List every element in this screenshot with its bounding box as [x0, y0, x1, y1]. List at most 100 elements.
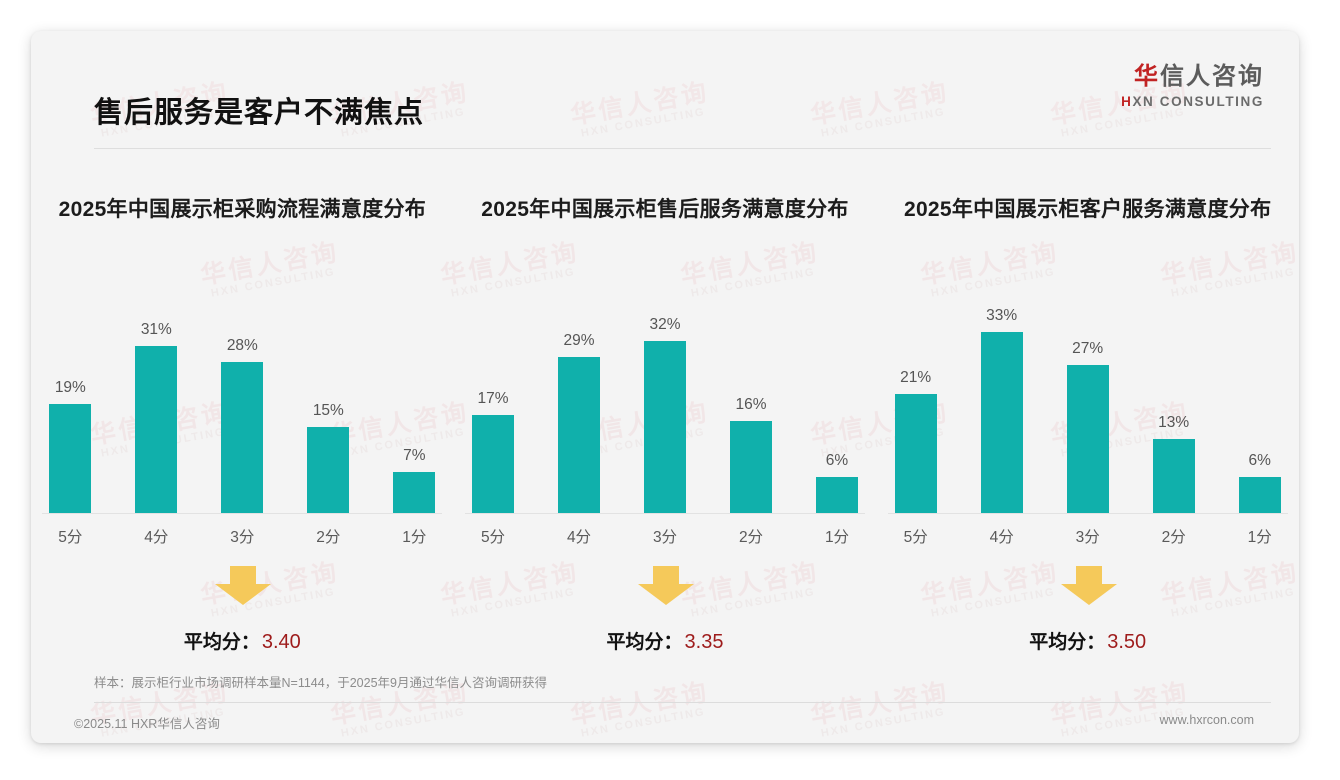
- category-label: 2分: [316, 529, 341, 546]
- bar-value-label: 6%: [1248, 452, 1271, 469]
- chart-panel-3: 2025年中国展示柜客户服务满意度分布 21% 33% 27%: [876, 176, 1299, 676]
- axis-baseline: [887, 513, 1288, 514]
- slide-canvas: 华信人咨询 HXN CONSULTING 华信人咨询 HXN CONSULTING 华信…: [31, 31, 1299, 743]
- chart-panel-2: 2025年中国展示柜售后服务满意度分布 17% 29% 32%: [454, 176, 877, 676]
- average-score-label: 平均分：: [183, 632, 260, 653]
- bar[interactable]: [49, 404, 92, 513]
- bar-group[interactable]: 31%: [135, 306, 178, 513]
- bar[interactable]: [816, 477, 858, 513]
- bar-value-label: 7%: [403, 447, 426, 464]
- brand-logo-cn-highlight: 华: [1134, 63, 1160, 90]
- category-label: 5分: [58, 529, 83, 546]
- average-score-text: 平均分： 3.35: [607, 627, 724, 654]
- brand-logo-en-rest: XN CONSULTING: [1132, 93, 1264, 109]
- bar-series: 17% 29% 32% 16%: [472, 306, 858, 513]
- brand-logo-en: HXN CONSULTING: [1121, 94, 1264, 109]
- bar[interactable]: [980, 332, 1023, 513]
- brand-logo-cn-rest: 信人咨询: [1160, 63, 1264, 90]
- bar-group[interactable]: 32%: [644, 306, 686, 513]
- category-label: 1分: [1247, 529, 1272, 546]
- category-label: 4分: [989, 529, 1014, 546]
- chart-title: 2025年中国展示柜采购流程满意度分布: [58, 198, 427, 221]
- bar[interactable]: [1152, 439, 1195, 513]
- category-label: 3分: [230, 529, 255, 546]
- bar-group[interactable]: 17%: [472, 306, 514, 513]
- bar[interactable]: [307, 427, 350, 513]
- bar[interactable]: [472, 415, 514, 513]
- average-callout: 平均分： 3.50: [876, 564, 1299, 654]
- down-arrow-icon: [215, 566, 272, 605]
- average-score-text: 平均分： 3.50: [1029, 627, 1146, 654]
- bar[interactable]: [1066, 365, 1109, 513]
- bar-value-label: 15%: [312, 402, 344, 419]
- category-label: 1分: [824, 529, 850, 546]
- axis-baseline: [42, 513, 443, 514]
- bar[interactable]: [644, 341, 686, 513]
- sample-footnote: 样本：展示柜行业市场调研样本量N=1144，于2025年9月通过华信人咨询调研获…: [94, 676, 547, 690]
- bar-group[interactable]: 29%: [558, 306, 600, 513]
- bar-group[interactable]: 6%: [816, 306, 858, 513]
- bar-series: 21% 33% 27% 13%: [894, 306, 1281, 513]
- bar-value-label: 17%: [477, 390, 509, 407]
- axis-baseline: [465, 513, 865, 514]
- bar[interactable]: [135, 346, 178, 513]
- bar-value-label: 21%: [900, 369, 932, 386]
- chart-title: 2025年中国展示柜客户服务满意度分布: [903, 198, 1272, 221]
- slide-header: 售后服务是客户不满焦点 华信人咨询 HXN CONSULTING: [31, 31, 1299, 149]
- bar[interactable]: [558, 357, 600, 513]
- average-score-value: 3.35: [684, 631, 724, 653]
- category-axis-labels: 5分 4分 3分 2分 1分: [49, 525, 435, 547]
- bar-group[interactable]: 13%: [1152, 306, 1195, 513]
- page-title: 售后服务是客户不满焦点: [94, 97, 425, 129]
- header-divider: [94, 148, 1271, 149]
- bar-group[interactable]: 7%: [393, 306, 436, 513]
- bar-group[interactable]: 15%: [307, 306, 350, 513]
- brand-logo-cn: 华信人咨询: [1121, 63, 1264, 91]
- copyright-text: ©2025.11 HXR华信人咨询: [74, 717, 220, 731]
- average-score-value: 3.50: [1107, 631, 1147, 653]
- category-label: 2分: [738, 529, 764, 546]
- bar-group[interactable]: 28%: [221, 306, 264, 513]
- bar-group[interactable]: 33%: [980, 306, 1023, 513]
- bar-group[interactable]: 6%: [1238, 306, 1281, 513]
- down-arrow-icon: [638, 566, 694, 605]
- category-label: 5分: [480, 529, 506, 546]
- category-label: 4分: [566, 529, 592, 546]
- bar-value-label: 33%: [986, 307, 1018, 324]
- bar[interactable]: [894, 394, 937, 513]
- bar[interactable]: [393, 472, 436, 513]
- bar-group[interactable]: 16%: [730, 306, 772, 513]
- average-callout: 平均分： 3.40: [31, 564, 454, 654]
- category-axis-labels: 5分 4分 3分 2分 1分: [895, 525, 1281, 547]
- category-axis-labels: 5分 4分 3分 2分 1分: [472, 525, 858, 547]
- bar[interactable]: [730, 421, 772, 513]
- category-label: 3分: [652, 529, 678, 546]
- chart-plot-area: 21% 33% 27% 13%: [876, 296, 1299, 551]
- bar[interactable]: [1238, 477, 1281, 513]
- bar-value-label: 27%: [1072, 340, 1104, 357]
- bar[interactable]: [221, 362, 264, 513]
- category-label: 3分: [1075, 529, 1100, 546]
- bar-series: 19% 31% 28% 15%: [49, 306, 436, 513]
- bar-value-label: 13%: [1158, 414, 1190, 431]
- website-url[interactable]: www.hxrcon.com: [1159, 713, 1254, 727]
- average-score-text: 平均分： 3.40: [184, 627, 301, 654]
- footer-divider: [94, 702, 1271, 703]
- category-label: 2分: [1161, 529, 1186, 546]
- chart-plot-area: 19% 31% 28% 15%: [31, 296, 454, 551]
- bar-group[interactable]: 21%: [894, 306, 937, 513]
- average-score-label: 平均分：: [606, 632, 683, 653]
- slide-footer: ©2025.11 HXR华信人咨询 www.hxrcon.com: [31, 703, 1299, 743]
- bar-value-label: 28%: [226, 337, 258, 354]
- bar-value-label: 16%: [735, 396, 767, 413]
- bar-value-label: 6%: [825, 452, 849, 469]
- category-label: 5分: [903, 529, 928, 546]
- down-arrow-icon: [1060, 566, 1117, 605]
- bar-group[interactable]: 27%: [1066, 306, 1109, 513]
- bar-group[interactable]: 19%: [49, 306, 92, 513]
- bar-value-label: 31%: [140, 321, 172, 338]
- bar-value-label: 19%: [54, 379, 86, 396]
- bar-value-label: 29%: [563, 332, 595, 349]
- average-score-label: 平均分：: [1029, 632, 1106, 653]
- charts-row: 2025年中国展示柜采购流程满意度分布 19% 31% 28%: [31, 176, 1299, 676]
